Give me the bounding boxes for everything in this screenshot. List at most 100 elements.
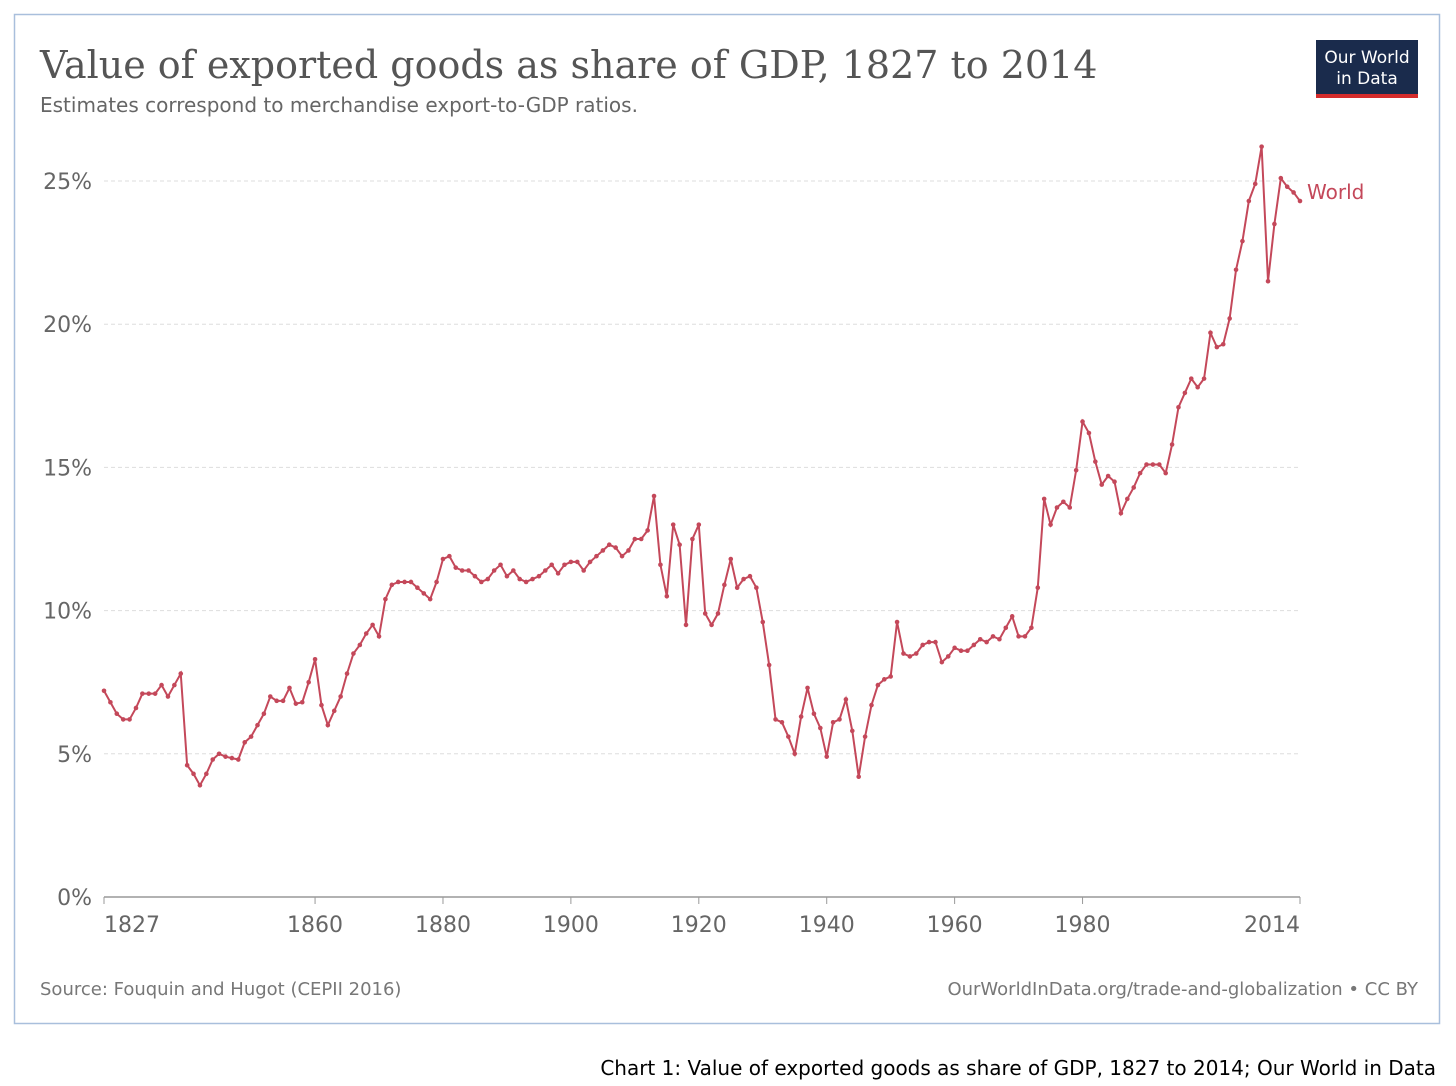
- point: [984, 639, 989, 645]
- point: [523, 579, 529, 585]
- point: [1016, 634, 1021, 639]
- point: [990, 634, 996, 639]
- point: [1176, 404, 1181, 410]
- point: [728, 556, 734, 562]
- point: [1246, 198, 1252, 204]
- point: [766, 662, 772, 668]
- point: [945, 654, 951, 659]
- point: [338, 694, 343, 699]
- line: [103, 146, 1301, 788]
- point: [1278, 175, 1284, 181]
- point: [574, 559, 580, 565]
- x-tick-label: 1980: [1055, 913, 1111, 938]
- point: [1112, 479, 1117, 485]
- point: [645, 528, 650, 533]
- point: [395, 579, 401, 585]
- point: [1086, 430, 1092, 436]
- point: [1169, 442, 1175, 447]
- point: [1214, 344, 1220, 350]
- point: [389, 582, 395, 588]
- point: [837, 717, 842, 722]
- chart-subtitle: Estimates correspond to merchandise expo…: [40, 93, 638, 117]
- point: [939, 659, 945, 665]
- point: [1022, 634, 1028, 639]
- point: [997, 636, 1002, 642]
- point: [242, 740, 248, 745]
- point: [146, 691, 152, 696]
- point: [1265, 278, 1271, 284]
- point: [498, 562, 503, 568]
- point: [1067, 505, 1073, 510]
- point: [1041, 496, 1047, 502]
- point: [274, 698, 279, 704]
- point: [536, 573, 542, 579]
- point: [236, 757, 241, 762]
- point: [530, 576, 535, 582]
- point: [165, 694, 171, 699]
- x-tick-label: 1900: [543, 913, 599, 938]
- point: [280, 698, 286, 704]
- point: [1009, 614, 1015, 619]
- point: [587, 559, 593, 565]
- point: [568, 559, 574, 565]
- point: [606, 542, 612, 548]
- point: [709, 622, 714, 628]
- point: [210, 757, 216, 762]
- point: [108, 699, 113, 705]
- point: [159, 682, 164, 688]
- logo-box: [1316, 40, 1418, 95]
- point: [977, 636, 983, 642]
- point: [101, 688, 107, 694]
- point: [511, 568, 516, 573]
- point: [958, 648, 964, 653]
- point: [325, 722, 331, 728]
- point: [178, 671, 184, 676]
- point: [319, 702, 324, 708]
- y-tick-label: 25%: [43, 170, 92, 195]
- point: [722, 582, 727, 588]
- point: [191, 771, 196, 777]
- point: [133, 705, 139, 711]
- point: [1233, 267, 1239, 273]
- point: [926, 639, 932, 645]
- point: [344, 671, 350, 676]
- point: [843, 697, 849, 702]
- x-tick-label: 1827: [104, 913, 160, 938]
- point: [1182, 390, 1188, 396]
- point: [434, 579, 439, 585]
- point: [626, 548, 631, 553]
- point: [1201, 376, 1207, 381]
- point: [702, 611, 708, 616]
- point: [331, 708, 337, 714]
- y-tick-label: 15%: [43, 456, 92, 481]
- point: [543, 568, 548, 573]
- point: [670, 522, 676, 527]
- logo-text: Our World: [1324, 48, 1409, 68]
- point: [792, 751, 798, 757]
- point: [306, 679, 311, 685]
- chart-frame: [13, 13, 1441, 1025]
- caption: Chart 1: Value of exported goods as shar…: [600, 1056, 1436, 1080]
- point: [1035, 585, 1041, 590]
- point: [658, 562, 663, 568]
- point: [638, 536, 644, 542]
- point: [741, 576, 746, 582]
- point: [357, 642, 363, 648]
- point: [555, 571, 561, 576]
- point: [888, 674, 893, 679]
- point: [376, 634, 382, 639]
- point: [1150, 462, 1156, 467]
- point: [952, 645, 957, 651]
- y-tick-label: 5%: [57, 743, 92, 768]
- point: [754, 585, 759, 590]
- point: [1188, 376, 1194, 381]
- point: [773, 717, 778, 722]
- point: [875, 682, 881, 688]
- x-tick-label: 1920: [671, 913, 727, 938]
- point: [140, 691, 145, 696]
- point: [811, 711, 817, 717]
- point: [549, 562, 555, 568]
- point: [805, 685, 810, 691]
- point: [370, 622, 375, 628]
